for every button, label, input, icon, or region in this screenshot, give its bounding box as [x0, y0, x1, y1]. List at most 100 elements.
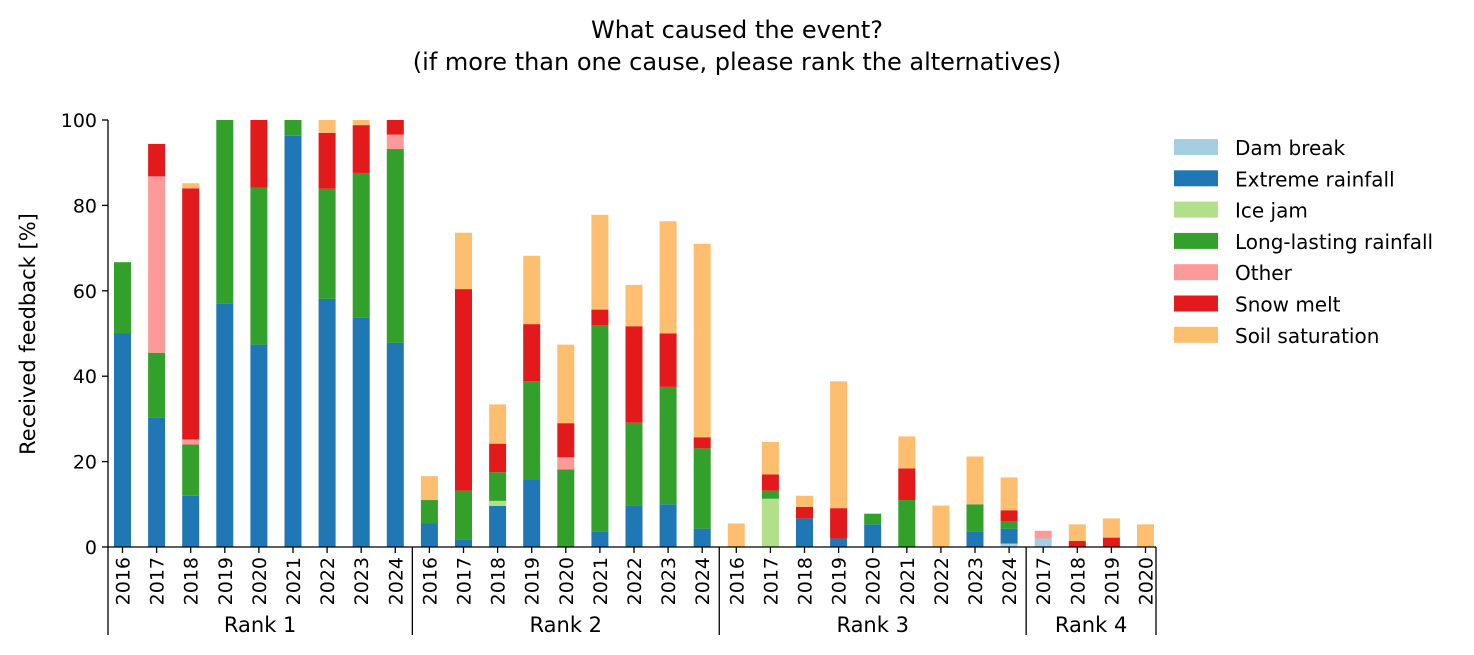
- bar-segment-rank2-2017-soil-saturation: [455, 232, 472, 290]
- legend-label-dam-break: Dam break: [1235, 136, 1346, 160]
- bar-segment-rank4-2018-snow-melt: [1068, 541, 1086, 547]
- bar-segment-rank3-2016-soil-saturation: [727, 523, 745, 547]
- bar-segment-rank3-2023-soil-saturation: [966, 456, 984, 505]
- bar-segment-rank1-2022-extreme-rainfall: [318, 298, 336, 547]
- bar-segment-rank1-2024-snow-melt: [386, 120, 404, 135]
- bar-segment-rank4-2017-other: [1034, 530, 1052, 539]
- bar-segment-rank1-2020-extreme-rainfall: [250, 344, 268, 547]
- bar-segment-rank1-2018-extreme-rainfall: [182, 495, 200, 547]
- bar-segment-rank1-2019-long-lasting-rainfall: [216, 120, 234, 304]
- y-tick-label: 20: [73, 452, 97, 474]
- y-tick-label: 60: [73, 281, 97, 303]
- legend-swatch-soil-saturation: [1174, 326, 1218, 343]
- x-tick-label: 2024: [385, 557, 407, 605]
- bar-segment-rank2-2023-extreme-rainfall: [659, 504, 677, 547]
- x-tick-label: 2019: [829, 557, 851, 605]
- legend-label-soil-saturation: Soil saturation: [1235, 324, 1379, 348]
- bar-segment-rank2-2020-snow-melt: [557, 423, 575, 458]
- bar-segment-rank2-2023-snow-melt: [659, 333, 677, 387]
- bar-segment-rank1-2019-extreme-rainfall: [216, 303, 234, 547]
- bar-segment-rank4-2019-snow-melt: [1102, 537, 1120, 547]
- bar-segment-rank2-2017-extreme-rainfall: [455, 539, 472, 547]
- bar-segment-rank2-2016-soil-saturation: [420, 476, 438, 501]
- bar-segment-rank1-2018-other: [182, 439, 200, 445]
- group-label-rank-1: Rank 1: [224, 613, 297, 637]
- bar-segment-rank4-2019-soil-saturation: [1102, 518, 1120, 538]
- bar-segment-rank2-2021-soil-saturation: [591, 214, 609, 310]
- x-tick-label: 2017: [1033, 557, 1055, 605]
- bar-segment-rank3-2021-long-lasting-rainfall: [898, 500, 916, 547]
- legend-swatch-extreme-rainfall: [1174, 170, 1218, 187]
- bar-segment-rank2-2021-extreme-rainfall: [591, 531, 609, 547]
- bar-segment-rank2-2018-snow-melt: [489, 443, 507, 473]
- y-axis-label: Received feedback [%]: [16, 213, 40, 455]
- bar-segment-rank1-2017-long-lasting-rainfall: [148, 352, 166, 418]
- bar-segment-rank3-2023-long-lasting-rainfall: [966, 504, 984, 532]
- bar-segment-rank2-2023-long-lasting-rainfall: [659, 386, 677, 505]
- legend-swatch-dam-break: [1174, 139, 1218, 155]
- x-tick-label: 2019: [1101, 557, 1123, 605]
- bar-segment-rank1-2018-long-lasting-rainfall: [182, 444, 200, 496]
- bar-segment-rank1-2022-snow-melt: [318, 132, 336, 189]
- x-tick-label: 2016: [113, 557, 135, 605]
- x-tick-label: 2019: [522, 557, 544, 605]
- legend-label-long-lasting-rainfall: Long-lasting rainfall: [1235, 230, 1433, 254]
- group-label-rank-3: Rank 3: [836, 613, 909, 637]
- bar-segment-rank3-2020-long-lasting-rainfall: [864, 513, 882, 525]
- bar-segment-rank3-2024-long-lasting-rainfall: [1000, 521, 1018, 529]
- bar-segment-rank2-2024-extreme-rainfall: [693, 528, 711, 547]
- bar-segment-rank2-2016-long-lasting-rainfall: [420, 500, 438, 524]
- bar-segment-rank1-2018-snow-melt: [182, 188, 200, 440]
- x-tick-label: 2023: [965, 557, 987, 605]
- x-tick-label: 2018: [488, 557, 510, 605]
- legend-label-snow-melt: Snow melt: [1235, 293, 1341, 317]
- x-tick-label: 2019: [215, 557, 237, 605]
- chart-title-line-1: What caused the event?: [591, 16, 883, 44]
- legend-swatch-other: [1174, 264, 1218, 281]
- bar-segment-rank2-2017-snow-melt: [455, 289, 472, 491]
- bar-segment-rank2-2022-extreme-rainfall: [625, 505, 643, 547]
- x-tick-label: 2020: [863, 557, 885, 605]
- bar-segment-rank1-2021-extreme-rainfall: [284, 135, 302, 548]
- bar-segment-rank3-2017-ice-jam: [761, 498, 779, 547]
- bar-segment-rank1-2023-soil-saturation: [352, 120, 370, 126]
- bar-segment-rank1-2023-snow-melt: [352, 125, 370, 173]
- bar-segment-rank3-2021-soil-saturation: [898, 436, 916, 469]
- x-tick-label: 2021: [897, 557, 919, 605]
- bar-segment-rank2-2024-long-lasting-rainfall: [693, 448, 711, 529]
- legend-swatch-ice-jam: [1174, 201, 1218, 218]
- bar-segment-rank3-2021-snow-melt: [898, 468, 916, 501]
- bar-segment-rank3-2018-snow-melt: [796, 506, 813, 519]
- bar-segment-rank1-2022-soil-saturation: [318, 120, 336, 133]
- x-tick-label: 2020: [556, 557, 578, 605]
- x-tick-label: 2017: [454, 557, 476, 605]
- bar-segment-rank3-2024-soil-saturation: [1000, 477, 1018, 511]
- x-tick-label: 2023: [658, 557, 680, 605]
- bar-segment-rank2-2019-long-lasting-rainfall: [523, 381, 541, 480]
- bar-segment-rank4-2020-soil-saturation: [1137, 524, 1154, 547]
- bar-segment-rank2-2018-long-lasting-rainfall: [489, 472, 507, 501]
- y-tick-label: 100: [61, 110, 97, 132]
- legend-label-other: Other: [1235, 261, 1293, 285]
- x-tick-label: 2020: [249, 557, 271, 605]
- x-tick-label: 2017: [760, 557, 782, 605]
- bar-segment-rank2-2020-soil-saturation: [557, 344, 575, 424]
- group-label-rank-2: Rank 2: [530, 613, 603, 637]
- bar-segment-rank1-2016-extreme-rainfall: [114, 333, 131, 547]
- bar-segment-rank2-2020-other: [557, 457, 575, 470]
- y-tick-label: 40: [73, 366, 97, 388]
- bar-segment-rank2-2024-snow-melt: [693, 437, 711, 449]
- x-tick-label: 2022: [624, 557, 646, 605]
- bar-segment-rank1-2020-snow-melt: [250, 120, 268, 188]
- bar-segment-rank2-2024-soil-saturation: [693, 243, 711, 438]
- bar-segment-rank3-2017-long-lasting-rainfall: [761, 490, 779, 499]
- legend: Dam break Extreme rainfall Ice jam Long-las…: [1174, 136, 1433, 348]
- bars-layer: [114, 120, 1154, 548]
- y-tick-label: 0: [85, 537, 97, 559]
- bar-segment-rank2-2018-ice-jam: [489, 500, 507, 506]
- x-tick-label: 2018: [1067, 557, 1089, 605]
- bar-segment-rank3-2022-soil-saturation: [932, 505, 950, 547]
- x-tick-label: 2022: [931, 557, 953, 605]
- bar-segment-rank3-2019-snow-melt: [830, 508, 848, 539]
